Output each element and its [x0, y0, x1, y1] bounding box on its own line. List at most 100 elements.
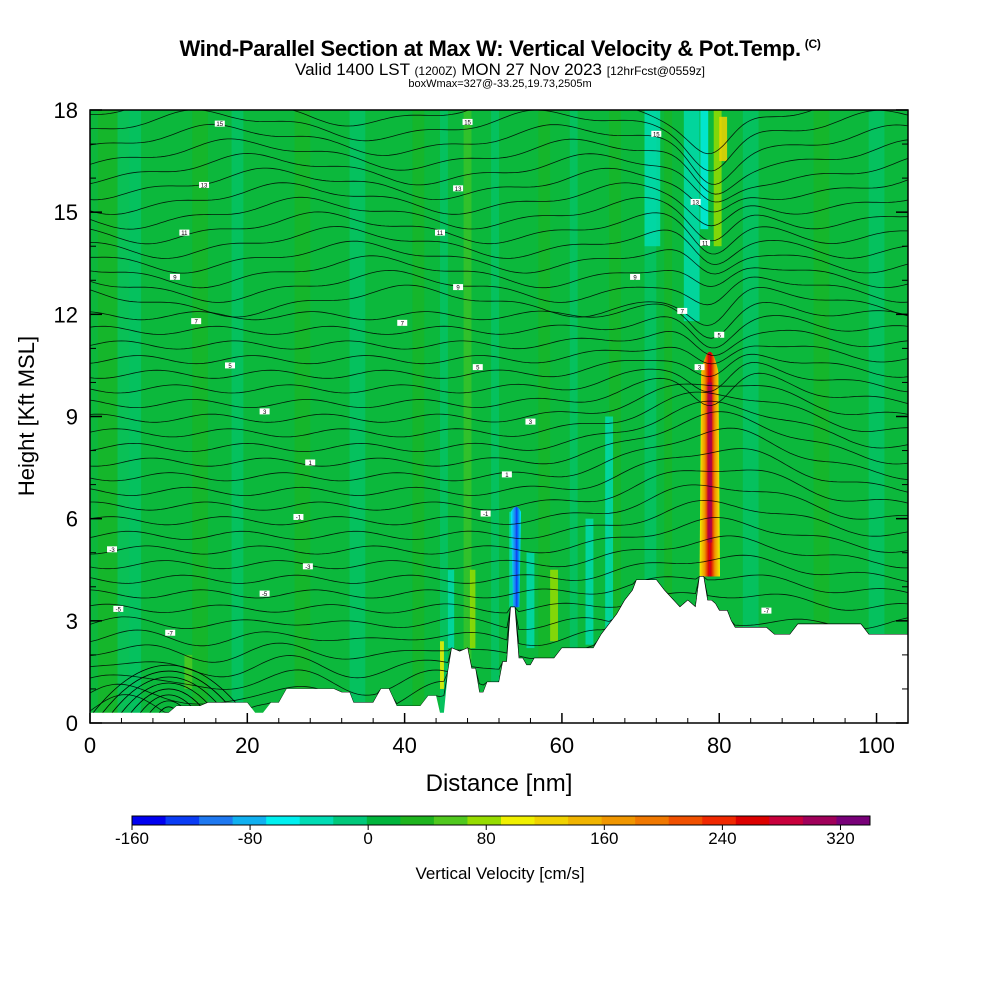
colorbar-segment: [501, 816, 536, 825]
colorbar-segment: [668, 816, 703, 825]
colorbar-segment: [232, 816, 267, 825]
isentrope-line: [90, 574, 908, 599]
contour-label-text: -7: [764, 609, 770, 615]
isentrope-line: [90, 345, 908, 365]
contour-label-bg: [259, 408, 270, 415]
colorbar-segment: [836, 816, 871, 825]
field-band: [569, 110, 578, 723]
colorbar-segment: [266, 816, 301, 825]
contour-label-bg: [259, 590, 270, 597]
contour-label-text: 11: [702, 241, 709, 247]
contour-label-text: -3: [305, 565, 311, 571]
field-band: [609, 110, 621, 723]
contour-label-bg: [694, 364, 705, 371]
field-cell: [719, 116, 728, 162]
colorbar-segment: [132, 816, 167, 825]
contour-label: 11: [179, 229, 190, 237]
contour-label-bg: [714, 331, 725, 338]
x-tick-label: 40: [392, 733, 416, 758]
colorbar-segment: [534, 816, 569, 825]
colorbar-tick-label: 240: [708, 829, 736, 848]
x-tick-label: 0: [84, 733, 96, 758]
y-tick-label: 12: [54, 302, 78, 327]
isentrope-line: [90, 554, 908, 584]
contour-label: 15: [462, 118, 473, 126]
colorbar-tick-label: 320: [826, 829, 854, 848]
contour-label-bg: [214, 120, 225, 127]
contour-label: 11: [700, 239, 711, 247]
y-tick-label: 3: [66, 609, 78, 634]
isentrope-line: [90, 167, 908, 213]
isentrope-line: [90, 284, 908, 326]
contour-label-bg: [690, 198, 701, 205]
contour-label-text: 1: [309, 461, 313, 467]
y-axis-title: Height [Kft MSL]: [14, 336, 39, 496]
contour-label-text: 15: [464, 120, 471, 126]
isentrope-line: [90, 196, 908, 242]
contour-label-bg: [169, 273, 180, 280]
field-band: [440, 110, 448, 723]
contour-label-text: 7: [401, 321, 405, 327]
colorbar-segment: [299, 816, 334, 825]
field-band: [231, 110, 244, 723]
axis-titles: Distance [nm] Height [Kft MSL]: [14, 336, 572, 797]
colorbar-segment: [467, 816, 502, 825]
field-plume: [447, 569, 455, 649]
contour-label-text: 11: [437, 231, 444, 237]
isentrope-line: [90, 361, 908, 394]
isentrope-line: [102, 670, 236, 714]
contour-label-bg: [199, 181, 210, 188]
contour-label: -3: [107, 546, 118, 554]
field-plume: [683, 110, 700, 322]
isentrope-line: [90, 110, 908, 172]
isentrope-line: [90, 269, 908, 306]
contour-label-bg: [225, 362, 236, 369]
isentrope-line: [90, 383, 908, 423]
isentrope-line: [90, 353, 908, 379]
isentrope-line: [90, 211, 908, 255]
contour-label-text: 15: [216, 122, 223, 128]
contour-label: 5: [225, 362, 236, 370]
colorbar-tick-label: 80: [477, 829, 496, 848]
vertical-velocity-field: [90, 110, 908, 723]
contour-label-bg: [761, 607, 772, 614]
isentrope-line: [130, 688, 207, 714]
contour-label-bg: [480, 510, 491, 517]
isentrope-line: [90, 499, 908, 540]
field-cell: [184, 654, 193, 689]
y-tick-label: 6: [66, 507, 78, 532]
contour-label-text: 11: [181, 231, 188, 237]
field-band: [463, 110, 472, 723]
contour-label-bg: [435, 229, 446, 236]
x-tick-label: 80: [707, 733, 731, 758]
field-band: [491, 110, 499, 723]
contour-label-text: 15: [653, 132, 660, 138]
isentrope-line: [90, 448, 908, 496]
colorbar-title: Vertical Velocity [cm/s]: [415, 864, 585, 883]
contour-label: 9: [169, 273, 180, 281]
field-plume: [585, 518, 594, 645]
contour-label-text: -1: [296, 515, 302, 521]
field-band: [644, 110, 657, 723]
contour-label: 7: [191, 318, 202, 326]
colorbar-segment: [769, 816, 804, 825]
field-band: [813, 110, 830, 723]
isentrope-line: [90, 469, 908, 511]
field-cell: [713, 110, 722, 247]
field-band: [192, 110, 208, 723]
contour-label-bg: [397, 319, 408, 326]
field-plume: [509, 511, 514, 608]
contour-label-text: 13: [455, 187, 462, 193]
colorbar-segment: [702, 816, 737, 825]
isentrope-line: [90, 240, 908, 275]
isentrope-line: [90, 226, 908, 266]
isentrope-line: [121, 682, 217, 714]
colorbar: -160 -80 0 80 160 240 320: [115, 815, 871, 848]
isentrope-line: [90, 301, 908, 339]
y-tick-label: 9: [66, 405, 78, 430]
colorbar-tick-label: -160: [115, 829, 149, 848]
isentrope-line: [90, 138, 908, 195]
isentrope-line: [90, 427, 908, 482]
isentrope-line: [90, 517, 908, 555]
